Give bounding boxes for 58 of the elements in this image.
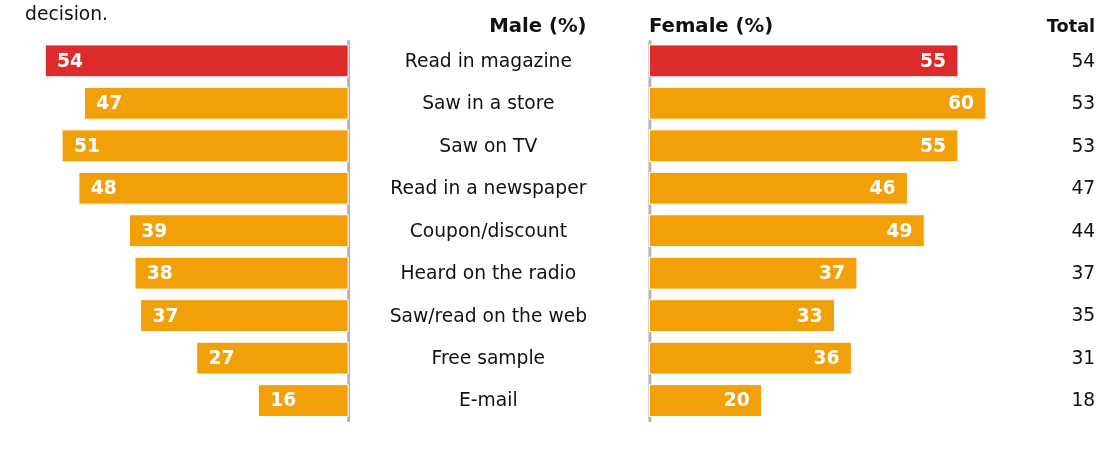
data-label: 31 (1071, 346, 1096, 368)
bar (257, 384, 349, 417)
data-label: 46 (869, 177, 896, 199)
text: decision. (25, 3, 109, 25)
data-label: 37 (819, 262, 846, 284)
data-label: 55 (920, 49, 947, 71)
bar (648, 256, 858, 290)
data-label: 55 (920, 134, 947, 156)
data-label: 38 (146, 262, 173, 284)
data-label: 51 (73, 134, 100, 156)
bar (648, 214, 925, 248)
data-label: 47 (96, 92, 123, 114)
bar (128, 214, 349, 248)
bar (44, 44, 349, 78)
data-label: 54 (57, 49, 84, 71)
data-label: 18 (1071, 389, 1096, 411)
y-tick-label: Heard on the radio (400, 262, 577, 284)
text: Total (1046, 15, 1096, 36)
data-label: 39 (141, 219, 168, 241)
y-tick-label: Saw/read on the web (389, 304, 588, 326)
data-label: 44 (1071, 219, 1096, 241)
data-label: 36 (813, 347, 840, 369)
y-tick-label: Free sample (431, 347, 546, 369)
y-tick-label: Coupon/discount (409, 219, 567, 241)
data-label: 47 (1071, 177, 1096, 199)
bar (140, 299, 349, 333)
bar (78, 171, 349, 205)
data-label: 35 (1071, 304, 1096, 326)
text: Male (%) (489, 13, 587, 37)
y-tick-label: Saw in a store (422, 92, 555, 114)
bar (648, 341, 852, 375)
data-label: 33 (796, 304, 823, 326)
y-tick-label: Read in magazine (404, 49, 572, 71)
bar (648, 44, 959, 78)
y-tick-label: Read in a newspaper (390, 177, 587, 199)
data-label: 54 (1071, 49, 1096, 71)
data-label: 20 (723, 389, 750, 411)
bar (648, 384, 763, 417)
data-label: 27 (208, 347, 235, 369)
y-tick-label: E-mail (459, 389, 518, 411)
data-label: 37 (152, 304, 179, 326)
data-label: 53 (1071, 92, 1096, 114)
bar (84, 86, 349, 120)
bar (134, 256, 349, 290)
data-label: 60 (948, 92, 975, 114)
data-label: 49 (886, 219, 913, 241)
bar (196, 341, 349, 375)
data-label: 48 (90, 177, 117, 199)
bar (61, 129, 349, 163)
data-label: 37 (1071, 262, 1096, 284)
data-label: 53 (1071, 134, 1096, 156)
data-label: 16 (270, 389, 297, 411)
bar (648, 171, 908, 205)
y-tick-label: Saw on TV (439, 134, 538, 156)
chart-title: Female (%) (648, 13, 774, 37)
bar (648, 129, 959, 163)
bar (648, 299, 835, 333)
bar (648, 86, 987, 120)
